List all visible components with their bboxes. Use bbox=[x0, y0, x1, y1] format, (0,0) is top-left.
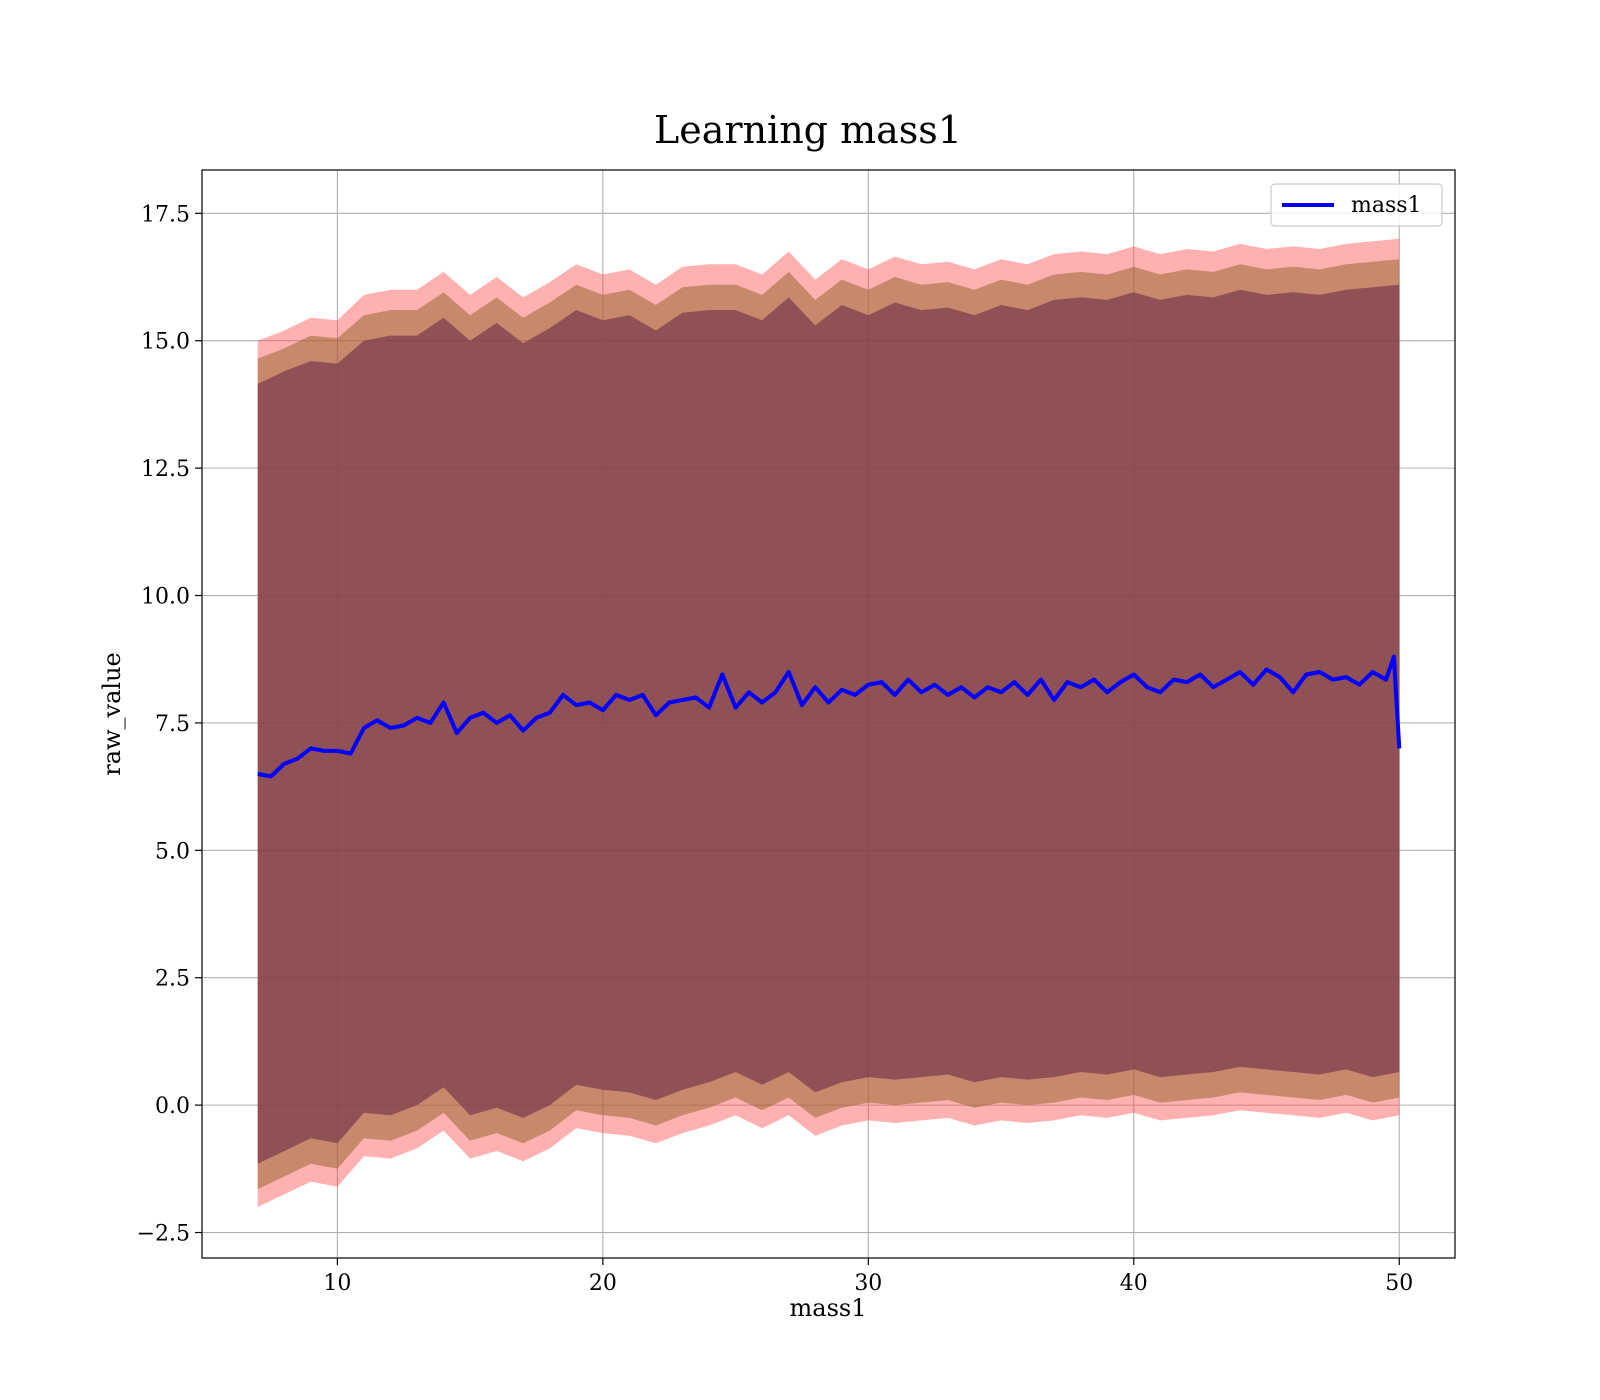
x-tick-label-4: 50 bbox=[1385, 1271, 1413, 1296]
y-axis-label: raw_value bbox=[98, 652, 126, 776]
x-tick-label-2: 30 bbox=[854, 1271, 882, 1296]
x-tick-label-1: 20 bbox=[589, 1271, 617, 1296]
y-tick-label-5: 10.0 bbox=[141, 585, 190, 610]
legend-label-mass1: mass1 bbox=[1351, 193, 1422, 218]
y-tick-label-6: 12.5 bbox=[141, 457, 190, 482]
x-tick-label-3: 40 bbox=[1120, 1271, 1148, 1296]
y-tick-label-2: 2.5 bbox=[155, 967, 190, 992]
x-tick-label-0: 10 bbox=[323, 1271, 351, 1296]
y-tick-label-1: 0.0 bbox=[155, 1094, 190, 1119]
y-tick-label-0: −2.5 bbox=[137, 1222, 190, 1247]
x-axis-ticks: 10 20 30 40 50 bbox=[323, 1258, 1413, 1296]
chart-title: Learning mass1 bbox=[654, 108, 962, 152]
y-tick-label-8: 17.5 bbox=[141, 202, 190, 227]
y-tick-label-7: 15.0 bbox=[141, 330, 190, 355]
y-tick-label-3: 5.0 bbox=[155, 839, 190, 864]
band-2 bbox=[257, 284, 1400, 1164]
y-axis-ticks: −2.5 0.0 2.5 5.0 7.5 10.0 12.5 15.0 17.5 bbox=[137, 202, 202, 1247]
legend: mass1 bbox=[1270, 183, 1443, 227]
y-tick-label-4: 7.5 bbox=[155, 712, 190, 737]
series-line-mass1 bbox=[257, 654, 1402, 779]
x-axis-label: mass1 bbox=[790, 1294, 867, 1322]
confidence-bands bbox=[257, 238, 1400, 1208]
plot-area-frame bbox=[201, 169, 1456, 1259]
series-lines bbox=[257, 654, 1402, 779]
legend-box bbox=[1270, 183, 1443, 227]
